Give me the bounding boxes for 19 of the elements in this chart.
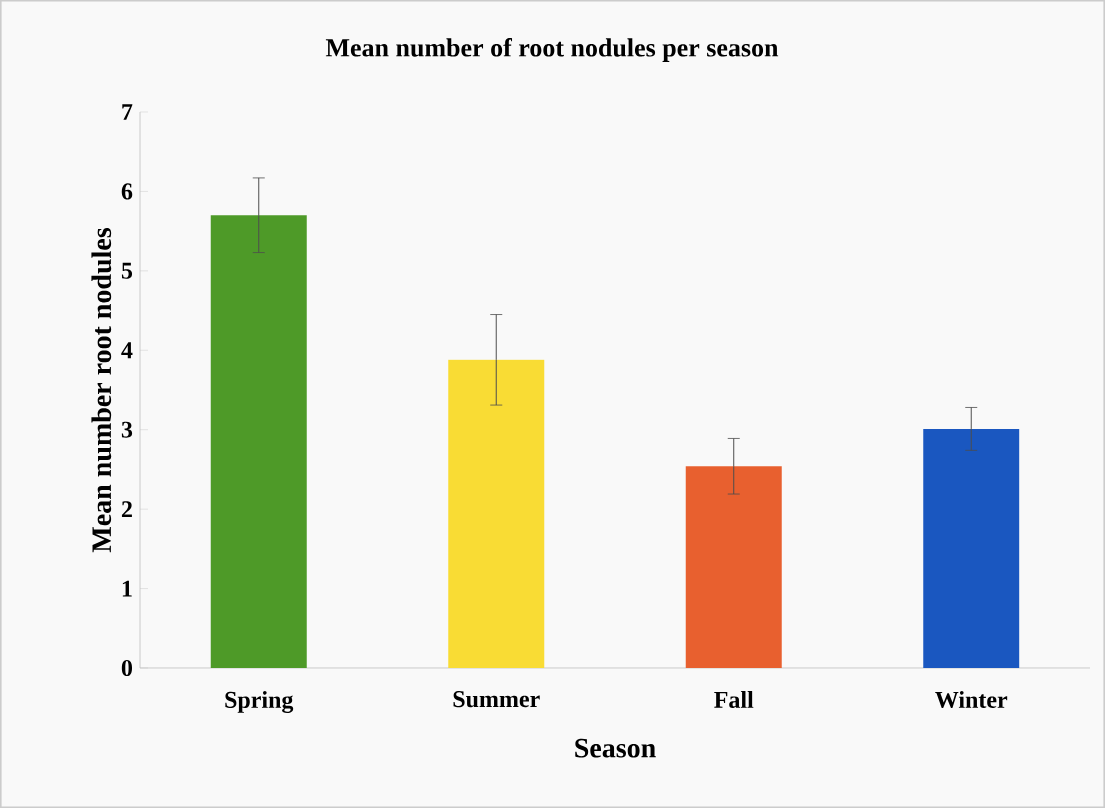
y-tick-label: 3 xyxy=(121,421,133,438)
x-tick-label: Fall xyxy=(714,691,754,708)
y-tick-label: 7 xyxy=(122,104,133,120)
x-tick-label: Summer xyxy=(453,691,540,708)
bar xyxy=(210,215,307,668)
y-tick-label: 6 xyxy=(121,183,133,200)
y-tick-label: 5 xyxy=(121,262,133,279)
y-tick-label: 0 xyxy=(121,659,133,677)
x-axis-title: Season xyxy=(575,738,656,758)
x-tick-label: Spring xyxy=(225,691,294,713)
bar xyxy=(448,359,545,668)
x-tick-label: Winter xyxy=(935,691,1008,709)
bar xyxy=(685,466,782,668)
bar xyxy=(923,428,1020,668)
y-axis-title: Mean number root nodules xyxy=(91,228,112,553)
chart-title: Mean number of root nodules per season xyxy=(325,38,779,62)
y-tick-label: 2 xyxy=(121,501,132,518)
y-tick-label: 1 xyxy=(122,580,132,597)
y-tick-label: 4 xyxy=(121,342,133,359)
